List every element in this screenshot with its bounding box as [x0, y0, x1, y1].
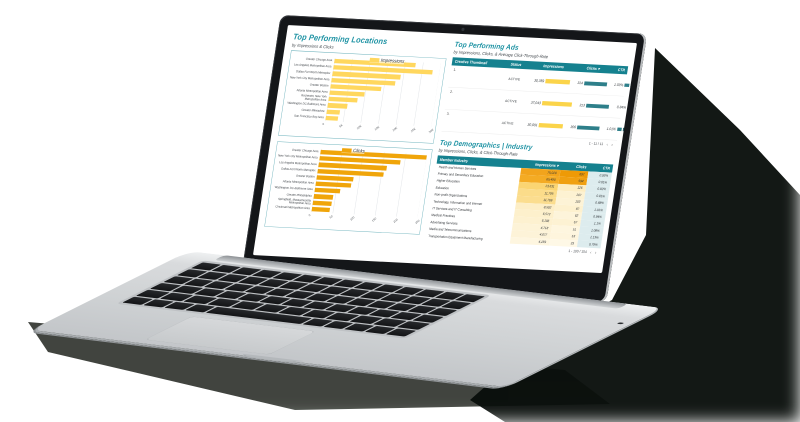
x-tick-label: 150 — [371, 216, 377, 223]
ad-clicks: 306 — [563, 124, 600, 131]
clicks-legend: Clicks — [341, 147, 366, 155]
demo-col-ctr[interactable]: CTR — [602, 165, 611, 171]
ads-col-ctr[interactable]: CTR — [617, 67, 626, 73]
impressions-bar[interactable] — [538, 122, 564, 129]
demo-page-range: 1 - 100 / 154 — [568, 248, 588, 255]
x-tick-label: 250 — [414, 219, 421, 225]
dashboard-display: Top Performing Locations by Impressions … — [252, 25, 638, 274]
clicks-chart-body: Greater Chicago Area New York City Metrop… — [269, 147, 428, 218]
right-column: Top Performing Ads by Impressions, Click… — [422, 40, 635, 269]
ad-ctr: 1.01% — [599, 126, 625, 132]
x-tick-label: 20K — [392, 126, 399, 133]
chevron-left-icon[interactable]: ‹ — [606, 141, 609, 147]
ads-section: Top Performing Ads by Impressions, Click… — [440, 40, 635, 147]
ctr-bar-tip — [632, 106, 635, 110]
demo-col-impressions-sorted[interactable]: Impressions ▾ — [534, 162, 559, 168]
demographics-section: Top Demographics | Industry by Impressio… — [424, 139, 616, 256]
usb-port — [616, 322, 625, 325]
clicks-bar-chart: Clicks Greater Chicago Area New York City… — [264, 141, 433, 235]
ad-impressions: 37,043 — [527, 100, 573, 107]
impressions-bar[interactable] — [541, 100, 573, 107]
ad-impressions: 30,359 — [531, 78, 571, 85]
laptop-screen: Top Performing Locations by Impressions … — [239, 15, 648, 303]
ad-status: ACTIVE — [504, 99, 518, 104]
ad-ctr: 0.84% — [608, 104, 635, 110]
ad-ctr: 1.03% — [607, 82, 633, 88]
x-tick-label: 200 — [393, 217, 399, 224]
ad-ctr-value: 1.03% — [613, 82, 624, 88]
ads-col-clicks-sorted[interactable]: Clicks ▾ — [586, 66, 600, 72]
chevron-right-icon[interactable]: › — [611, 141, 614, 147]
clicks-bar[interactable] — [576, 125, 600, 131]
ctr-bar-tip — [630, 83, 633, 88]
ad-clicks: 313 — [571, 102, 610, 109]
industry-ctr: 0.79% — [576, 240, 602, 249]
x-tick-label: 5K — [339, 123, 344, 129]
impressions-chart-body: Greater Chicago Area Los Angeles Metropol… — [283, 56, 441, 127]
chevron-right-icon[interactable]: › — [594, 249, 597, 255]
ads-page-range: 1 - 11 / 11 — [588, 141, 604, 147]
ad-impressions-value: 30,359 — [533, 78, 545, 84]
creative-thumbnail — [447, 116, 503, 119]
demo-col-clicks[interactable]: Clicks — [575, 164, 587, 170]
clicks-legend-swatch — [341, 148, 352, 153]
ad-clicks-value: 313 — [579, 102, 586, 108]
webcam-icon — [461, 27, 465, 32]
ctr-bar-tip — [622, 127, 625, 132]
ad-clicks-value: 314 — [577, 80, 584, 86]
demographics-table-body: Health and Human Services 75,010 697 0.93% P… — [425, 164, 613, 249]
ads-col-status[interactable]: Status — [510, 62, 522, 67]
x-tick-label: 50 — [328, 214, 334, 220]
category-label: San Francisco Bay Area — [293, 114, 324, 120]
creative-thumbnail — [453, 72, 509, 75]
impressions-legend-swatch — [369, 57, 380, 63]
x-tick-label: 10K — [356, 124, 363, 131]
x-tick-label: 100 — [349, 215, 356, 222]
x-tick-label: 15K — [374, 125, 381, 132]
ad-status: ACTIVE — [508, 77, 521, 82]
ads-col-impressions[interactable]: Impressions — [542, 63, 565, 70]
ad-ctr-value: 1.01% — [606, 126, 617, 132]
x-tick-label: 0 — [321, 122, 325, 127]
impressions-bar[interactable] — [325, 115, 339, 121]
impressions-bar-chart: Impressions Greater Chicago Area Los Ange… — [278, 50, 447, 144]
clicks-legend-label: Clicks — [352, 148, 366, 155]
creative-thumbnail — [450, 94, 506, 97]
dashboard: Top Performing Locations by Impressions … — [253, 25, 637, 273]
ad-ctr-value: 0.84% — [616, 104, 627, 110]
clicks-bar[interactable] — [583, 81, 608, 87]
industry-clicks: 33 — [548, 238, 578, 248]
impressions-bar[interactable] — [545, 78, 571, 85]
ad-clicks: 314 — [569, 80, 608, 87]
impressions-legend-label: Impressions — [380, 57, 405, 65]
ctr-bar[interactable] — [627, 105, 632, 110]
ctr-bar[interactable] — [624, 83, 630, 88]
x-tick-label: 30K — [428, 128, 435, 135]
impressions-bar[interactable] — [326, 109, 341, 115]
category-label: Cincinnati Metropolitan Area — [275, 205, 311, 211]
ad-clicks-value: 306 — [570, 124, 577, 130]
ad-impressions-value: 37,043 — [530, 100, 542, 106]
ad-impressions-value: 30,081 — [527, 122, 538, 128]
ad-status: ACTIVE — [501, 121, 514, 126]
x-tick-label: 25K — [410, 127, 417, 134]
ad-impressions: 30,081 — [524, 122, 564, 129]
ads-table-body: 1. ACTIVE 30,359 314 1.03% 2. ACTIVE 37,043 313 0… — [441, 65, 635, 141]
locations-section: Top Performing Locations by Impressions … — [261, 32, 450, 259]
ctr-bar[interactable] — [616, 127, 622, 132]
chevron-left-icon[interactable]: ‹ — [589, 249, 592, 255]
x-tick-label: 0 — [308, 213, 312, 218]
clicks-bar[interactable] — [585, 103, 610, 109]
